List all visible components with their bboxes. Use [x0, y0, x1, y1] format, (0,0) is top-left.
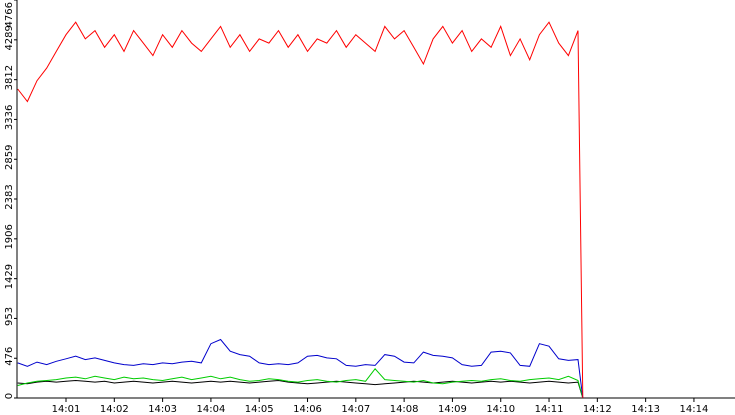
y-tick-label: 1429: [4, 264, 15, 289]
x-tick-label: 14:01: [52, 404, 81, 415]
x-tick-label: 14:14: [680, 404, 709, 415]
y-tick-label: 1906: [4, 224, 15, 249]
x-tick-label: 14:12: [583, 404, 612, 415]
x-tick-label: 14:07: [341, 404, 370, 415]
y-tick-label: 2383: [4, 184, 15, 209]
y-tick-label: 0: [4, 393, 15, 399]
series-line: [17, 21, 584, 399]
x-tick-label: 14:08: [390, 404, 419, 415]
y-tick-label: 476: [4, 347, 15, 366]
x-tick-label: 14:03: [148, 404, 177, 415]
y-tick-label: 953: [4, 307, 15, 326]
y-tick-label: 3336: [4, 105, 15, 130]
x-tick-label: 14:13: [631, 404, 660, 415]
series-line: [17, 368, 584, 399]
y-tick-label: 4766: [4, 2, 15, 27]
x-tick-label: 14:11: [535, 404, 564, 415]
y-tick-label: 4289: [4, 25, 15, 50]
x-tick-label: 14:10: [486, 404, 515, 415]
x-tick-label: 14:06: [293, 404, 322, 415]
series-line: [17, 338, 584, 399]
y-tick-label: 2859: [4, 145, 15, 170]
x-tick-label: 14:05: [245, 404, 274, 415]
x-tick-label: 14:09: [438, 404, 467, 415]
x-tick-label: 14:02: [100, 404, 129, 415]
series-line: [17, 379, 584, 399]
y-tick-label: 3812: [4, 65, 15, 90]
x-tick-label: 14:04: [196, 404, 225, 415]
